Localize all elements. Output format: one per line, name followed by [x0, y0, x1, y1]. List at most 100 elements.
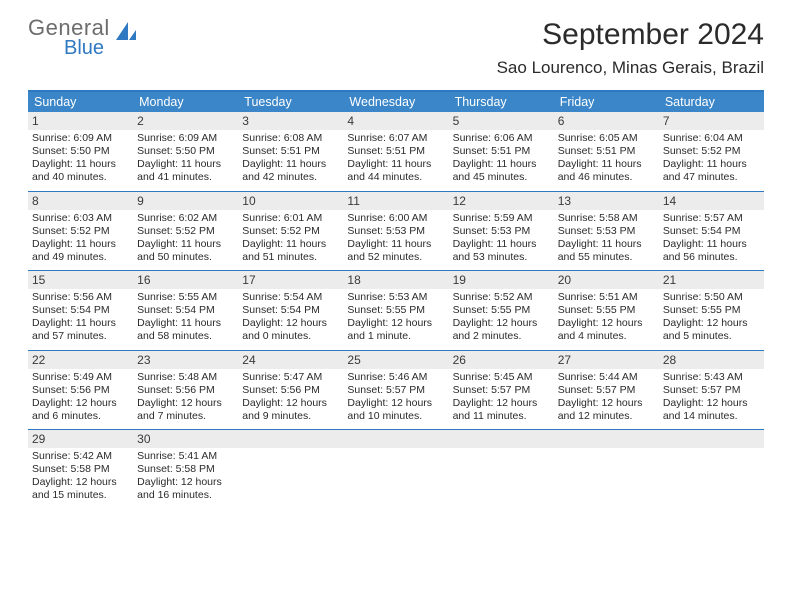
sunrise-text: Sunrise: 6:06 AM — [453, 132, 550, 145]
title-block: September 2024 Sao Lourenco, Minas Gerai… — [497, 18, 764, 78]
day-label: Monday — [133, 92, 238, 112]
daylight-text: Daylight: 12 hours and 5 minutes. — [663, 317, 760, 343]
daylight-text: Daylight: 11 hours and 45 minutes. — [453, 158, 550, 184]
sunrise-text: Sunrise: 5:45 AM — [453, 371, 550, 384]
sunset-text: Sunset: 5:56 PM — [242, 384, 339, 397]
sunrise-text: Sunrise: 5:54 AM — [242, 291, 339, 304]
daylight-text: Daylight: 11 hours and 44 minutes. — [347, 158, 444, 184]
calendar-cell: . — [343, 430, 448, 509]
sunrise-text: Sunrise: 6:04 AM — [663, 132, 760, 145]
sunrise-text: Sunrise: 5:50 AM — [663, 291, 760, 304]
date-number: 20 — [554, 271, 659, 289]
daylight-text: Daylight: 11 hours and 58 minutes. — [137, 317, 234, 343]
calendar-cell: 9Sunrise: 6:02 AMSunset: 5:52 PMDaylight… — [133, 192, 238, 271]
sunset-text: Sunset: 5:52 PM — [663, 145, 760, 158]
date-number: 29 — [28, 430, 133, 448]
sunset-text: Sunset: 5:52 PM — [32, 225, 129, 238]
calendar-cell: . — [449, 430, 554, 509]
sunset-text: Sunset: 5:57 PM — [663, 384, 760, 397]
day-label: Wednesday — [343, 92, 448, 112]
weeks-container: 1Sunrise: 6:09 AMSunset: 5:50 PMDaylight… — [28, 112, 764, 509]
calendar-cell: 23Sunrise: 5:48 AMSunset: 5:56 PMDayligh… — [133, 351, 238, 430]
sunrise-text: Sunrise: 6:03 AM — [32, 212, 129, 225]
date-number: 21 — [659, 271, 764, 289]
date-number: 1 — [28, 112, 133, 130]
calendar-cell: 15Sunrise: 5:56 AMSunset: 5:54 PMDayligh… — [28, 271, 133, 350]
calendar-cell: 19Sunrise: 5:52 AMSunset: 5:55 PMDayligh… — [449, 271, 554, 350]
calendar-cell: 28 Sunrise: 5:43 AMSunset: 5:57 PMDayligh… — [659, 351, 764, 430]
sunrise-text: Sunrise: 6:07 AM — [347, 132, 444, 145]
calendar-cell: 10Sunrise: 6:01 AMSunset: 5:52 PMDayligh… — [238, 192, 343, 271]
daylight-text: Daylight: 11 hours and 46 minutes. — [558, 158, 655, 184]
sunrise-text: Sunrise: 5:55 AM — [137, 291, 234, 304]
sunrise-text: Sunrise: 5:41 AM — [137, 450, 234, 463]
sunrise-text: Sunrise: 6:00 AM — [347, 212, 444, 225]
date-number: 2 — [133, 112, 238, 130]
sunrise-text: Sunrise: 5:46 AM — [347, 371, 444, 384]
date-number: 23 — [133, 351, 238, 369]
day-label: Tuesday — [238, 92, 343, 112]
daylight-text: Daylight: 11 hours and 49 minutes. — [32, 238, 129, 264]
date-number: 6 — [554, 112, 659, 130]
calendar-cell: 6Sunrise: 6:05 AMSunset: 5:51 PMDaylight… — [554, 112, 659, 191]
sunrise-text: Sunrise: 5:49 AM — [32, 371, 129, 384]
date-number: 12 — [449, 192, 554, 210]
sunset-text: Sunset: 5:53 PM — [558, 225, 655, 238]
sunrise-text: Sunrise: 5:51 AM — [558, 291, 655, 304]
page: General Blue September 2024 Sao Lourenco… — [0, 0, 792, 527]
brand-text: General Blue — [28, 18, 110, 58]
calendar-cell: 24Sunrise: 5:47 AMSunset: 5:56 PMDayligh… — [238, 351, 343, 430]
calendar-cell: 26Sunrise: 5:45 AMSunset: 5:57 PMDayligh… — [449, 351, 554, 430]
sunrise-text: Sunrise: 5:56 AM — [32, 291, 129, 304]
date-number: 19 — [449, 271, 554, 289]
calendar-week: 29Sunrise: 5:42 AMSunset: 5:58 PMDayligh… — [28, 430, 764, 509]
sunrise-text: Sunrise: 5:43 AM — [663, 371, 760, 384]
sunset-text: Sunset: 5:55 PM — [558, 304, 655, 317]
calendar-cell: 12Sunrise: 5:59 AMSunset: 5:53 PMDayligh… — [449, 192, 554, 271]
daylight-text: Daylight: 12 hours and 14 minutes. — [663, 397, 760, 423]
daylight-text: Daylight: 11 hours and 53 minutes. — [453, 238, 550, 264]
sunset-text: Sunset: 5:53 PM — [453, 225, 550, 238]
sunset-text: Sunset: 5:52 PM — [137, 225, 234, 238]
sunset-text: Sunset: 5:55 PM — [663, 304, 760, 317]
daylight-text: Daylight: 12 hours and 2 minutes. — [453, 317, 550, 343]
daylight-text: Daylight: 11 hours and 55 minutes. — [558, 238, 655, 264]
date-number: 13 — [554, 192, 659, 210]
month-title: September 2024 — [497, 18, 764, 52]
sunset-text: Sunset: 5:54 PM — [663, 225, 760, 238]
calendar-cell: 18Sunrise: 5:53 AMSunset: 5:55 PMDayligh… — [343, 271, 448, 350]
sunset-text: Sunset: 5:50 PM — [32, 145, 129, 158]
daylight-text: Daylight: 11 hours and 40 minutes. — [32, 158, 129, 184]
date-number: 7 — [659, 112, 764, 130]
calendar-cell: 21 Sunrise: 5:50 AMSunset: 5:55 PMDayligh… — [659, 271, 764, 350]
daylight-text: Daylight: 12 hours and 10 minutes. — [347, 397, 444, 423]
date-number: 9 — [133, 192, 238, 210]
date-number: 18 — [343, 271, 448, 289]
sunset-text: Sunset: 5:58 PM — [137, 463, 234, 476]
sunrise-text: Sunrise: 6:01 AM — [242, 212, 339, 225]
date-number: 11 — [343, 192, 448, 210]
day-labels-row: Sunday Monday Tuesday Wednesday Thursday… — [28, 92, 764, 112]
daylight-text: Daylight: 11 hours and 52 minutes. — [347, 238, 444, 264]
daylight-text: Daylight: 11 hours and 57 minutes. — [32, 317, 129, 343]
calendar-cell: 16Sunrise: 5:55 AMSunset: 5:54 PMDayligh… — [133, 271, 238, 350]
date-number: 25 — [343, 351, 448, 369]
date-number: . — [343, 430, 448, 448]
date-number: 26 — [449, 351, 554, 369]
daylight-text: Daylight: 12 hours and 0 minutes. — [242, 317, 339, 343]
calendar-cell: 4Sunrise: 6:07 AMSunset: 5:51 PMDaylight… — [343, 112, 448, 191]
calendar: Sunday Monday Tuesday Wednesday Thursday… — [28, 90, 764, 509]
brand-line1: General — [28, 18, 110, 39]
calendar-cell: 13Sunrise: 5:58 AMSunset: 5:53 PMDayligh… — [554, 192, 659, 271]
sunrise-text: Sunrise: 6:09 AM — [137, 132, 234, 145]
calendar-cell: 5Sunrise: 6:06 AMSunset: 5:51 PMDaylight… — [449, 112, 554, 191]
calendar-cell: 1Sunrise: 6:09 AMSunset: 5:50 PMDaylight… — [28, 112, 133, 191]
date-number: 17 — [238, 271, 343, 289]
sunrise-text: Sunrise: 5:48 AM — [137, 371, 234, 384]
day-label: Sunday — [28, 92, 133, 112]
calendar-cell: 8Sunrise: 6:03 AMSunset: 5:52 PMDaylight… — [28, 192, 133, 271]
date-number: 22 — [28, 351, 133, 369]
date-number: 28 — [659, 351, 764, 369]
calendar-week: 22 Sunrise: 5:49 AM Sunset: 5:56 PM Dayligh… — [28, 351, 764, 431]
brand-logo: General Blue — [28, 18, 138, 58]
